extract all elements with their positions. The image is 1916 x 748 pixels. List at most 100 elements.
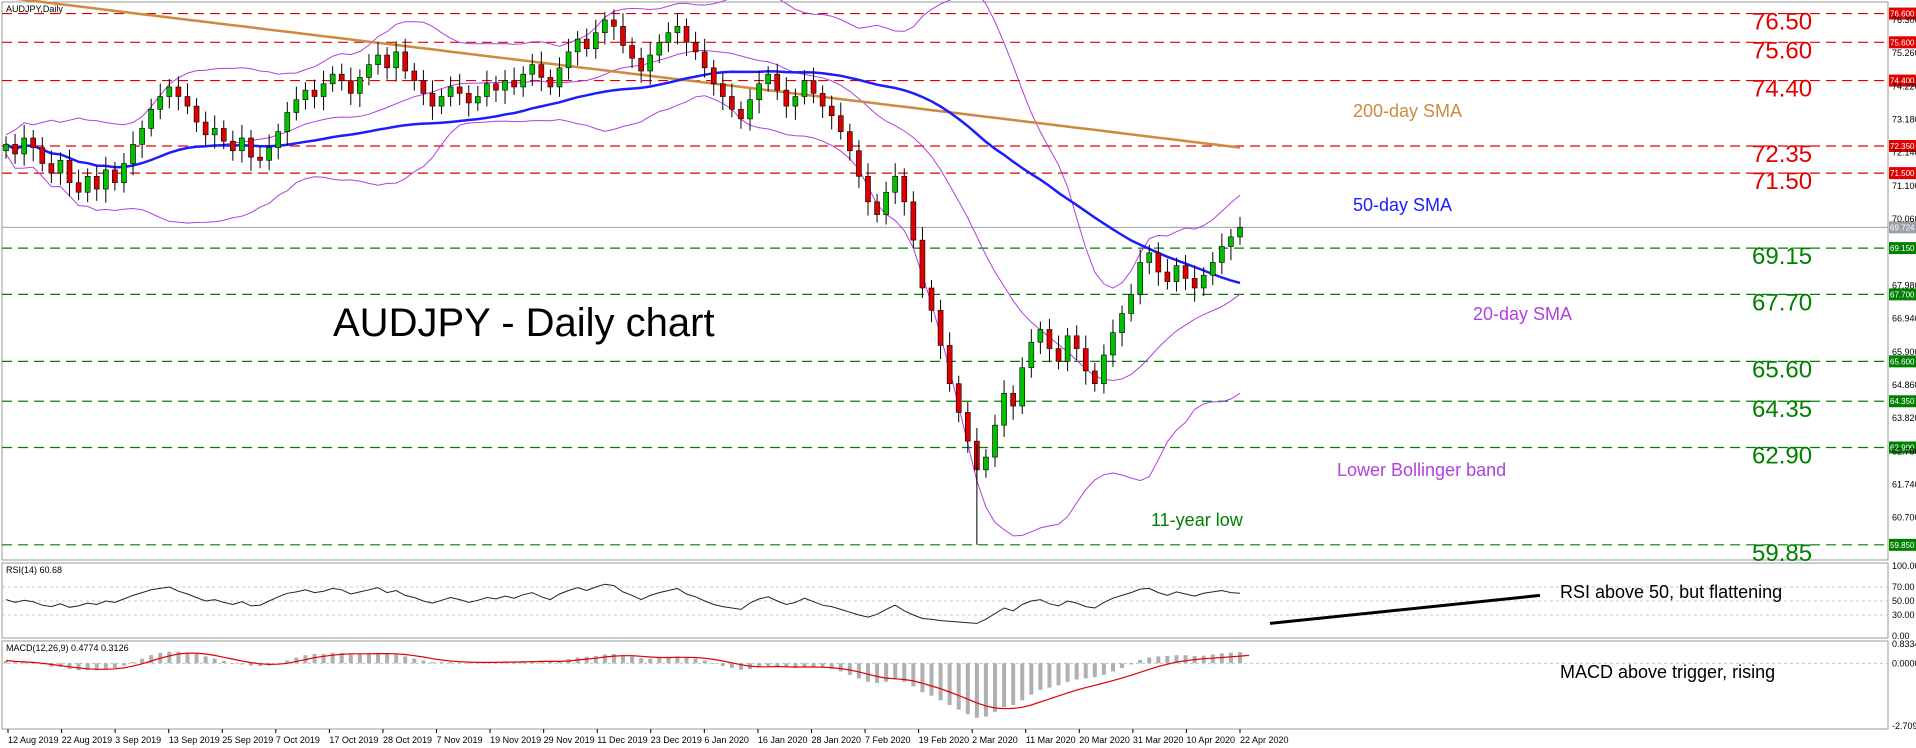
candle-body-133 <box>1209 262 1216 276</box>
level-tag-text-9: 62.900 <box>1890 444 1915 453</box>
candle-body-96 <box>874 201 880 215</box>
macd-bar-2 <box>22 662 27 664</box>
macd-bar-133 <box>1210 654 1215 664</box>
level-label-2: 74.40 <box>1752 76 1812 103</box>
macd-signal-line <box>5 652 1250 710</box>
macd-bar-69 <box>630 656 635 664</box>
level-tag-text-3: 72.350 <box>1890 142 1915 151</box>
candle-body-47 <box>429 93 436 107</box>
macd-bar-101 <box>920 663 925 693</box>
macd-bar-104 <box>947 663 952 705</box>
macd-bar-136 <box>1238 652 1242 664</box>
candle-body-49 <box>447 86 454 97</box>
macd-bar-86 <box>784 663 789 668</box>
rsi-y-tick-4: 0.00 <box>1892 631 1910 641</box>
horizontal-levels: 76.50 76.600 75.60 75.600 74.40 74.400 72.35 72… <box>2 7 1916 567</box>
level-tag-box-5 <box>1889 242 1916 255</box>
candle-body-20 <box>184 96 191 107</box>
candle-body-89 <box>810 80 817 94</box>
candle-body-42 <box>384 54 390 69</box>
candle-body-82 <box>747 99 753 120</box>
candle-body-33 <box>302 89 309 101</box>
candle-body-80 <box>729 96 735 110</box>
candle-body-120 <box>1092 370 1098 384</box>
candle-body-16 <box>148 108 154 129</box>
candle-body-112 <box>1019 367 1026 407</box>
candle-body-24 <box>220 128 227 142</box>
candle-body-22 <box>202 121 209 136</box>
candle-body-65 <box>592 32 599 49</box>
macd-bar-108 <box>983 663 988 717</box>
macd-bar-22 <box>203 656 208 664</box>
macd-bar-90 <box>820 663 825 668</box>
candle-body-86 <box>783 89 790 107</box>
candle-body-59 <box>538 64 545 78</box>
macd-bar-107 <box>974 663 979 718</box>
candle-body-31 <box>284 112 291 132</box>
rsi-line <box>5 583 1241 624</box>
candle-body-121 <box>1101 354 1107 384</box>
x-tick-label-13: 6 Jan 2020 <box>704 735 749 745</box>
candle-body-48 <box>438 96 445 107</box>
indicator-lines <box>5 0 1241 537</box>
macd-bar-27 <box>248 663 253 666</box>
candle-body-94 <box>856 150 862 177</box>
x-tick-label-19: 11 Mar 2020 <box>1026 735 1076 745</box>
candle-body-37 <box>338 73 345 81</box>
candle-body-40 <box>366 64 372 78</box>
candle-body-119 <box>1082 348 1089 372</box>
macd-bar-130 <box>1183 655 1188 664</box>
macd-bar-14 <box>131 662 136 664</box>
candle-body-66 <box>602 19 608 34</box>
sma50-annotation: 50-day SMA <box>1353 195 1452 215</box>
macd-panel-frame <box>1 640 1889 730</box>
macd-bar-112 <box>1020 663 1025 701</box>
macd-bar-120 <box>1092 663 1097 678</box>
candle-body-98 <box>892 176 899 193</box>
x-tick-label-0: 12 Aug 2019 <box>8 735 59 745</box>
macd-bar-89 <box>811 663 816 667</box>
macd-bar-3 <box>31 663 36 664</box>
level-label-3: 72.35 <box>1752 141 1812 168</box>
candle-body-108 <box>983 456 989 471</box>
x-axis-labels: 12 Aug 2019 22 Aug 2019 3 Sep 2019 13 Sep 2… <box>7 729 1289 745</box>
main-y-tick-10: 64.860 <box>1892 380 1916 390</box>
candle-body-39 <box>357 77 363 94</box>
rsi-y-tick-3: 30.00 <box>1892 610 1915 620</box>
macd-bar-129 <box>1174 655 1179 664</box>
macd-bar-59 <box>539 661 544 664</box>
macd-bar-51 <box>466 663 471 664</box>
axis-labels: 76.300 75.260 74.220 73.180 72.140 71.100 70.0… <box>1892 15 1916 731</box>
candle-body-60 <box>547 77 554 88</box>
macd-bar-68 <box>621 655 625 664</box>
candle-body-84 <box>765 73 771 85</box>
macd-bar-93 <box>847 663 852 675</box>
candle-body-128 <box>1164 271 1171 282</box>
macd-bar-83 <box>757 663 762 668</box>
candle-body-43 <box>393 51 399 69</box>
rsi-panel-frame <box>1 562 1889 639</box>
level-tag-box-3 <box>1889 139 1916 152</box>
macd-bar-97 <box>884 663 889 682</box>
macd-bar-106 <box>965 663 970 715</box>
macd-y-tick-2: -2.7094 <box>1892 721 1916 731</box>
macd-bar-65 <box>593 655 598 664</box>
level-tag-text-8: 64.350 <box>1890 397 1915 406</box>
macd-bar-34 <box>312 654 317 664</box>
macd-bar-36 <box>330 652 335 664</box>
main-y-tick-2: 74.220 <box>1892 81 1916 91</box>
macd-bar-126 <box>1147 657 1152 664</box>
candle-body-93 <box>847 131 853 152</box>
rsi-plot <box>2 583 1888 625</box>
sma50-line <box>5 70 1241 285</box>
candle-body-51 <box>465 93 472 104</box>
candle-body-52 <box>475 96 481 104</box>
level-tag-box-2 <box>1889 74 1916 87</box>
macd-bar-44 <box>403 656 408 664</box>
macd-panel-title: MACD(12,26,9) 0.4774 0.3126 <box>6 643 129 653</box>
macd-bar-134 <box>1219 653 1224 664</box>
level-tag-box-10 <box>1889 538 1916 551</box>
macd-bar-70 <box>639 658 644 664</box>
candle-body-125 <box>1137 262 1143 295</box>
